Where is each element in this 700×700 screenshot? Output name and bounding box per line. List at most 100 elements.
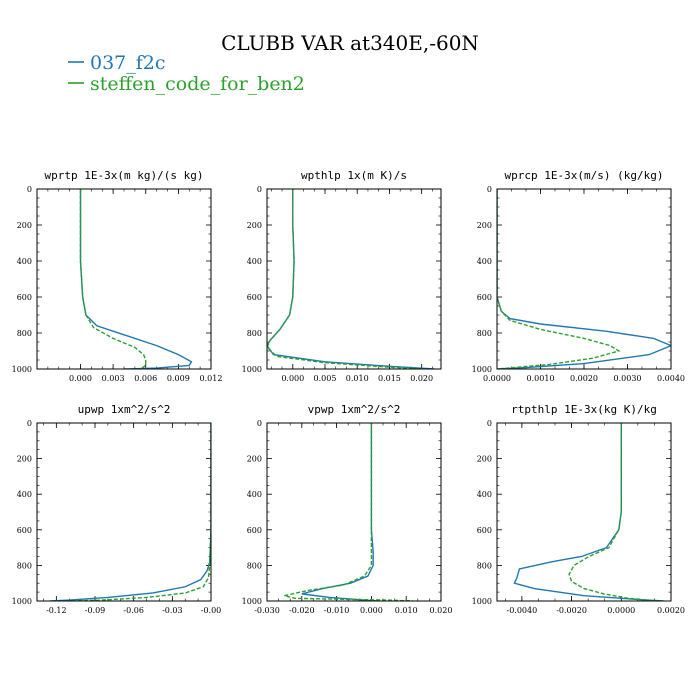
y-tick-label: 1000 xyxy=(242,365,262,374)
panel-6: rtpthlp 1E-3x(kg K)/kg 0 200 400 600 800 1000 -… xyxy=(472,403,685,615)
panel-title: vpwp 1xm^2/s^2 xyxy=(308,403,401,416)
x-tick-label: 0.005 xyxy=(314,374,337,383)
x-tick-label: 0.006 xyxy=(134,374,157,383)
x-tick-label: -0.010 xyxy=(324,606,350,615)
x-tick-label: 0.020 xyxy=(410,374,433,383)
y-tick-label: 1000 xyxy=(472,365,492,374)
y-tick-label: 1000 xyxy=(12,597,32,606)
y-tick-label: 600 xyxy=(17,293,32,302)
y-tick-label: 600 xyxy=(477,526,492,535)
y-tick-label: 0 xyxy=(487,419,492,428)
panel-4: upwp 1xm^2/s^2 0 200 400 600 800 1000 -0.12 -0.0… xyxy=(12,403,222,615)
y-tick-label: 0 xyxy=(27,185,32,194)
legend-label-1: 037_f2c xyxy=(90,52,166,74)
series-line-2 xyxy=(267,189,422,369)
x-tick-label: 0.0020 xyxy=(657,606,685,615)
panel-3: wprcp 1E-3x(m/s) (kg/kg) 0 200 400 600 800 100… xyxy=(472,169,685,383)
x-tick-label: -0.020 xyxy=(289,606,315,615)
y-tick-label: 800 xyxy=(247,561,262,570)
x-tick-label: 0.010 xyxy=(346,374,369,383)
series-line-2 xyxy=(79,189,147,369)
x-tick-label: 0.020 xyxy=(430,606,453,615)
y-tick-label: 800 xyxy=(17,329,32,338)
plot-frame xyxy=(266,188,442,370)
y-tick-label: 200 xyxy=(247,455,262,464)
panel-title: wpthlp 1x(m K)/s xyxy=(301,169,407,182)
x-tick-label: 0.0000 xyxy=(483,374,511,383)
x-tick-label: -0.09 xyxy=(85,606,106,615)
y-tick-label: 800 xyxy=(17,561,32,570)
x-tick-label: 0.000 xyxy=(281,374,304,383)
x-tick-label: 0.000 xyxy=(360,606,383,615)
x-tick-label: 0.0000 xyxy=(607,606,635,615)
x-tick-label: 0.003 xyxy=(102,374,125,383)
series-line-1 xyxy=(79,189,193,369)
y-tick-label: 400 xyxy=(477,490,492,499)
x-tick-label: 0.015 xyxy=(378,374,401,383)
y-tick-label: 1000 xyxy=(472,597,492,606)
panel-title: upwp 1xm^2/s^2 xyxy=(78,403,171,416)
y-tick-label: 1000 xyxy=(242,597,262,606)
y-tick-label: 1000 xyxy=(12,365,32,374)
series-line-1 xyxy=(49,423,211,601)
y-tick-label: 200 xyxy=(17,221,32,230)
x-tick-label: -0.0040 xyxy=(507,606,538,615)
y-tick-label: 200 xyxy=(17,455,32,464)
x-tick-label: -0.12 xyxy=(46,606,67,615)
x-tick-label: -0.03 xyxy=(162,606,183,615)
series-line-2 xyxy=(568,423,659,601)
plot-frame xyxy=(496,422,672,602)
panel-title: wprtp 1E-3x(m kg)/(s kg) xyxy=(45,169,204,182)
series-line-2 xyxy=(497,189,621,369)
y-tick-label: 600 xyxy=(247,526,262,535)
series-line-2 xyxy=(284,423,414,601)
panel-2: wpthlp 1x(m K)/s 0 200 400 600 800 1000 0.000 0.… xyxy=(242,169,442,383)
x-tick-label: 0.010 xyxy=(395,606,418,615)
panel-grid: wprtp 1E-3x(m kg)/(s kg) 0 200 400 600 800 100… xyxy=(12,169,685,615)
y-tick-label: 0 xyxy=(487,185,492,194)
legend: 037_f2c steffen_code_for_ben2 xyxy=(68,52,305,95)
x-tick-label: 0.009 xyxy=(167,374,190,383)
legend-label-2: steffen_code_for_ben2 xyxy=(90,73,305,95)
x-tick-label: -0.030 xyxy=(254,606,280,615)
series-line-2 xyxy=(69,423,211,601)
y-tick-label: 800 xyxy=(477,561,492,570)
y-tick-label: 600 xyxy=(247,293,262,302)
y-tick-label: 600 xyxy=(477,293,492,302)
x-tick-label: 0.0030 xyxy=(614,374,642,383)
x-tick-label: 0.0020 xyxy=(570,374,598,383)
y-tick-label: 400 xyxy=(17,257,32,266)
y-tick-label: 200 xyxy=(477,221,492,230)
x-tick-label: 0.0040 xyxy=(657,374,685,383)
panel-title: wprcp 1E-3x(m/s) (kg/kg) xyxy=(505,169,664,182)
panel-1: wprtp 1E-3x(m kg)/(s kg) 0 200 400 600 800 100… xyxy=(12,169,223,383)
panel-title: rtpthlp 1E-3x(kg K)/kg xyxy=(511,403,657,416)
y-tick-label: 400 xyxy=(247,257,262,266)
panel-5: vpwp 1xm^2/s^2 0 200 400 600 800 1000-0.030 -0.… xyxy=(242,403,453,615)
x-tick-label: 0.000 xyxy=(69,374,92,383)
y-tick-label: 200 xyxy=(247,221,262,230)
plot-frame xyxy=(36,422,212,602)
x-tick-label: -0.06 xyxy=(123,606,144,615)
y-tick-label: 0 xyxy=(257,419,262,428)
x-tick-label: -0.00 xyxy=(201,606,222,615)
y-tick-label: 800 xyxy=(477,329,492,338)
y-tick-label: 800 xyxy=(247,329,262,338)
y-tick-label: 400 xyxy=(477,257,492,266)
y-tick-label: 0 xyxy=(257,185,262,194)
plot-frame xyxy=(36,188,212,370)
y-tick-label: 0 xyxy=(27,419,32,428)
y-tick-label: 600 xyxy=(17,526,32,535)
series-line-1 xyxy=(497,189,671,369)
y-tick-label: 400 xyxy=(17,490,32,499)
x-tick-label: -0.0020 xyxy=(556,606,587,615)
x-tick-label: 0.012 xyxy=(200,374,223,383)
x-tick-label: 0.0010 xyxy=(527,374,555,383)
y-tick-label: 200 xyxy=(477,455,492,464)
plot-frame xyxy=(266,422,442,602)
figure-title: CLUBB VAR at340E,-60N xyxy=(221,31,479,55)
series-line-1 xyxy=(301,423,379,601)
plot-frame xyxy=(496,188,672,370)
series-line-1 xyxy=(513,423,664,601)
